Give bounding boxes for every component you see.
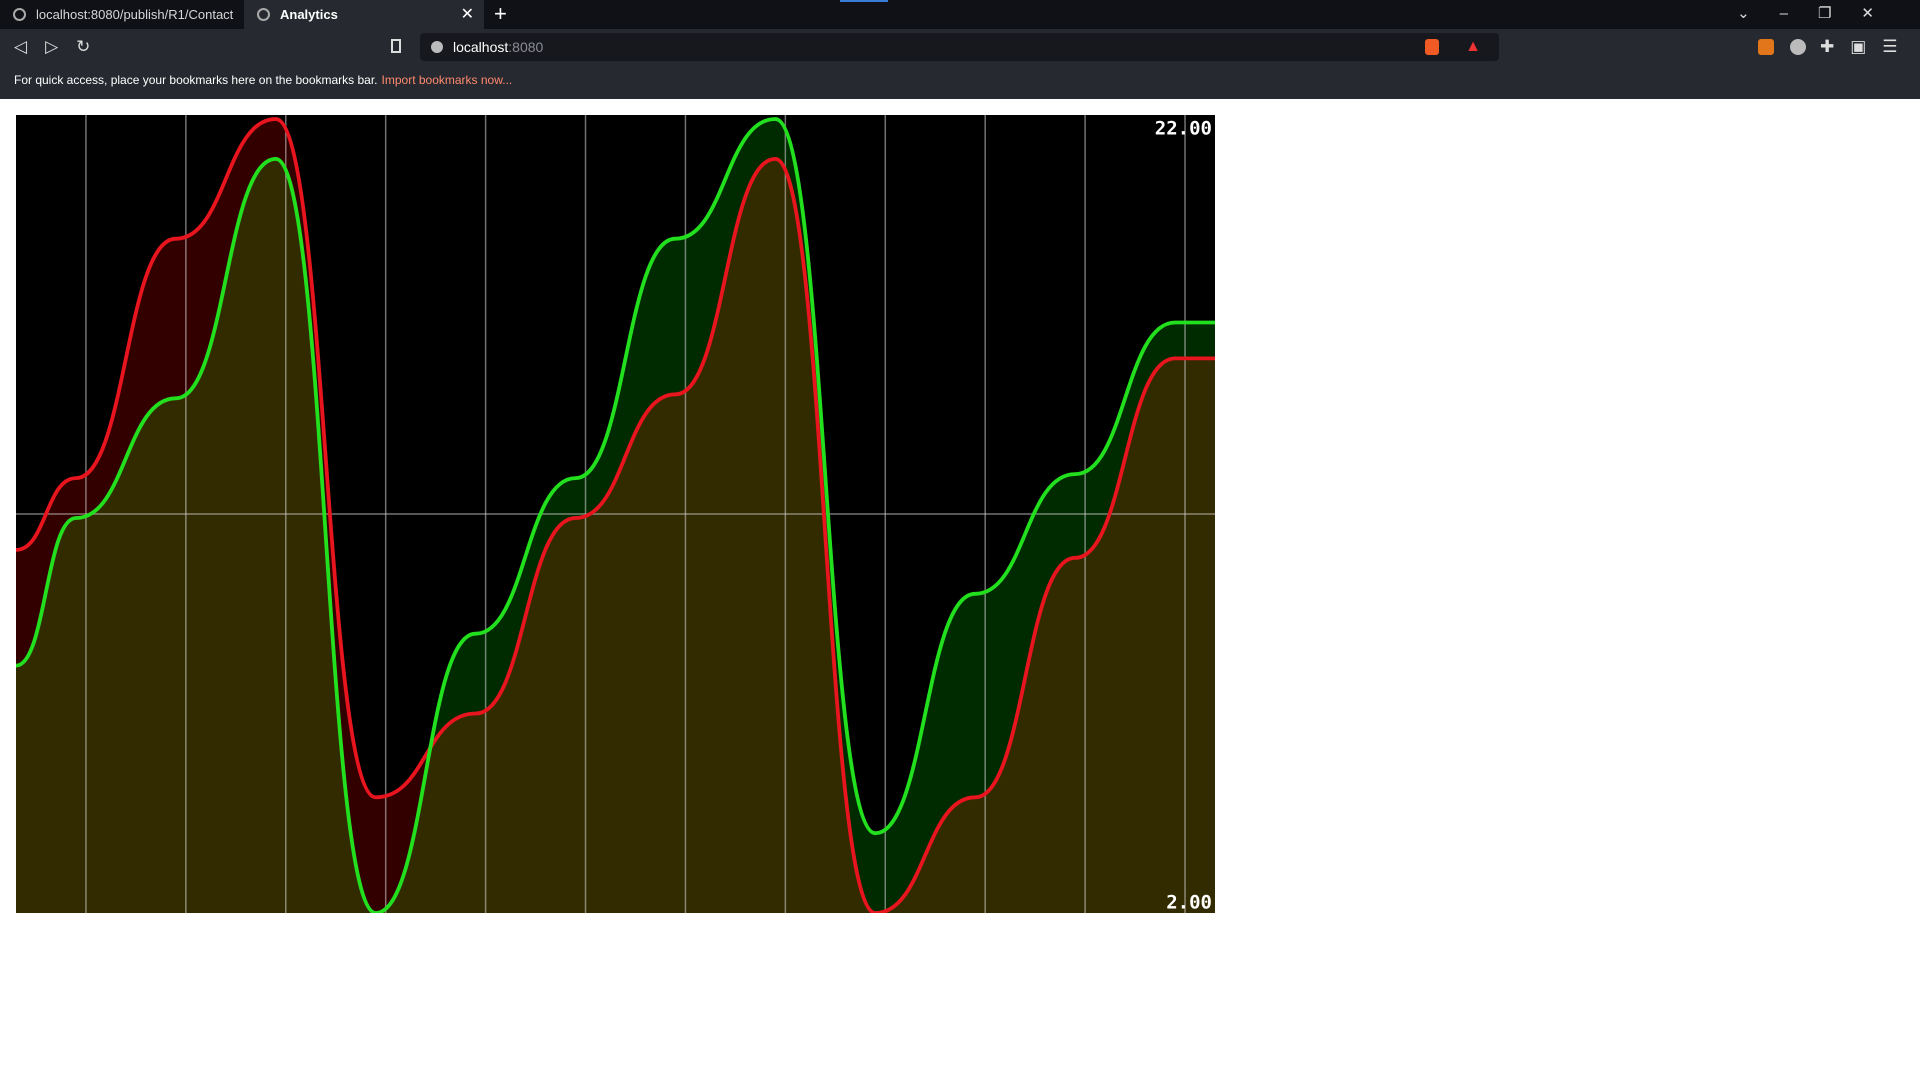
line	[16, 117, 1215, 913]
rewards[interactable]: ▲	[1465, 38, 1481, 55]
toolbar: ◁▷↻ localhost:8080 ▲ ✚▣☰	[0, 29, 1920, 65]
tab-active[interactable]: Analytics ✕	[244, 0, 484, 29]
site-info	[431, 41, 443, 53]
chart: 2.00 22.00	[16, 115, 1215, 913]
window-controls[interactable]: ⌄–❐✕	[1737, 5, 1904, 22]
url-port: :8080	[508, 39, 544, 55]
tab-bar: localhost:8080/publish/R1/Contact Analyt…	[0, 0, 1920, 29]
tab-close[interactable]: ✕	[460, 6, 474, 23]
brave-shield[interactable]	[1425, 39, 1439, 55]
bookmarks-bar: For quick access, place your bookmarks h…	[0, 65, 1920, 99]
bookmark-button[interactable]	[391, 39, 401, 53]
extension[interactable]	[1758, 39, 1774, 55]
tab-title: Analytics	[280, 7, 338, 22]
fills	[16, 118, 1215, 913]
tab[interactable]: localhost:8080/publish/R1/Contact	[0, 0, 243, 29]
extension[interactable]	[1790, 39, 1806, 55]
nav-buttons[interactable]: ◁▷↻	[14, 37, 109, 56]
area	[16, 118, 1215, 913]
address-bar[interactable]: localhost:8080 ▲	[420, 33, 1499, 61]
import-link[interactable]: Import bookmarks now...	[381, 73, 513, 87]
y-tick-label: 2.00	[1166, 892, 1212, 914]
indicator	[840, 0, 888, 2]
tab-title: localhost:8080/publish/R1/Contact	[36, 7, 234, 22]
new-tab[interactable]: +	[494, 1, 507, 26]
bookmarks-text: For quick access, place your bookmarks h…	[14, 73, 378, 87]
url-host: localhost	[453, 39, 509, 55]
line	[16, 117, 1215, 913]
menu-icons[interactable]: ✚▣☰	[1820, 37, 1914, 56]
y-tick-label: 22.00	[1155, 118, 1212, 140]
